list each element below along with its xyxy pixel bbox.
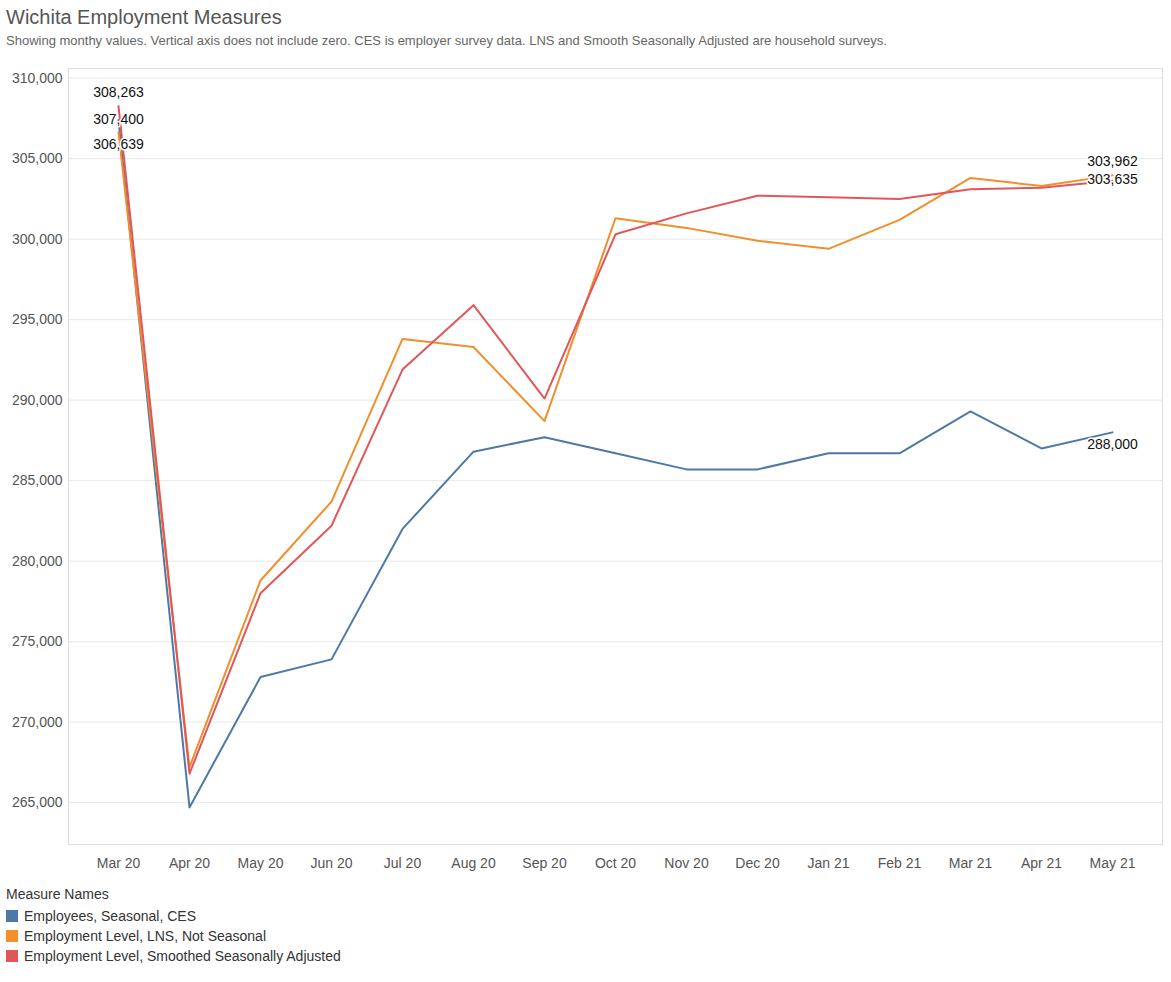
svg-text:Jun 20: Jun 20 (310, 855, 352, 871)
svg-text:Oct 20: Oct 20 (595, 855, 636, 871)
svg-text:280,000: 280,000 (12, 553, 63, 569)
svg-text:Apr 20: Apr 20 (169, 855, 210, 871)
svg-text:307,400: 307,400 (93, 110, 144, 126)
svg-text:285,000: 285,000 (12, 472, 63, 488)
html-text:Measure Names: Measure Names (6, 886, 109, 902)
html-text:Employees, Seasonal, CES: Employees, Seasonal, CES (24, 908, 196, 924)
svg-text:300,000: 300,000 (12, 231, 63, 247)
svg-text:Dec 20: Dec 20 (735, 855, 780, 871)
svg-text:Aug 20: Aug 20 (451, 855, 496, 871)
svg-text:Jul 20: Jul 20 (384, 855, 422, 871)
svg-text:Sep 20: Sep 20 (522, 855, 567, 871)
svg-text:May 21: May 21 (1090, 855, 1136, 871)
svg-text:275,000: 275,000 (12, 633, 63, 649)
svg-text:310,000: 310,000 (12, 70, 63, 86)
svg-text:303,635: 303,635 (1087, 171, 1138, 187)
svg-text:288,000: 288,000 (1087, 436, 1138, 452)
html-text:Showing monthy values. Vertica: Showing monthy values. Vertical axis doe… (6, 33, 887, 48)
svg-text:270,000: 270,000 (12, 714, 63, 730)
svg-text:305,000: 305,000 (12, 150, 63, 166)
svg-text:Feb 21: Feb 21 (878, 855, 922, 871)
html-text:Wichita Employment Measures: Wichita Employment Measures (6, 6, 282, 28)
svg-text:Mar 20: Mar 20 (97, 855, 141, 871)
svg-text:308,263: 308,263 (93, 84, 144, 100)
html-text:Employment Level, Smoothed Sea: Employment Level, Smoothed Seasonally Ad… (24, 948, 341, 964)
svg-text:290,000: 290,000 (12, 392, 63, 408)
svg-text:Nov 20: Nov 20 (664, 855, 709, 871)
svg-text:Jan 21: Jan 21 (807, 855, 849, 871)
svg-text:295,000: 295,000 (12, 311, 63, 327)
svg-text:May 20: May 20 (238, 855, 284, 871)
svg-text:Apr 21: Apr 21 (1021, 855, 1062, 871)
svg-text:265,000: 265,000 (12, 794, 63, 810)
svg-text:303,962: 303,962 (1087, 153, 1138, 169)
svg-text:306,639: 306,639 (93, 136, 144, 152)
svg-text:Mar 21: Mar 21 (949, 855, 993, 871)
html-text:Employment Level, LNS, Not Sea: Employment Level, LNS, Not Seasonal (24, 928, 266, 944)
